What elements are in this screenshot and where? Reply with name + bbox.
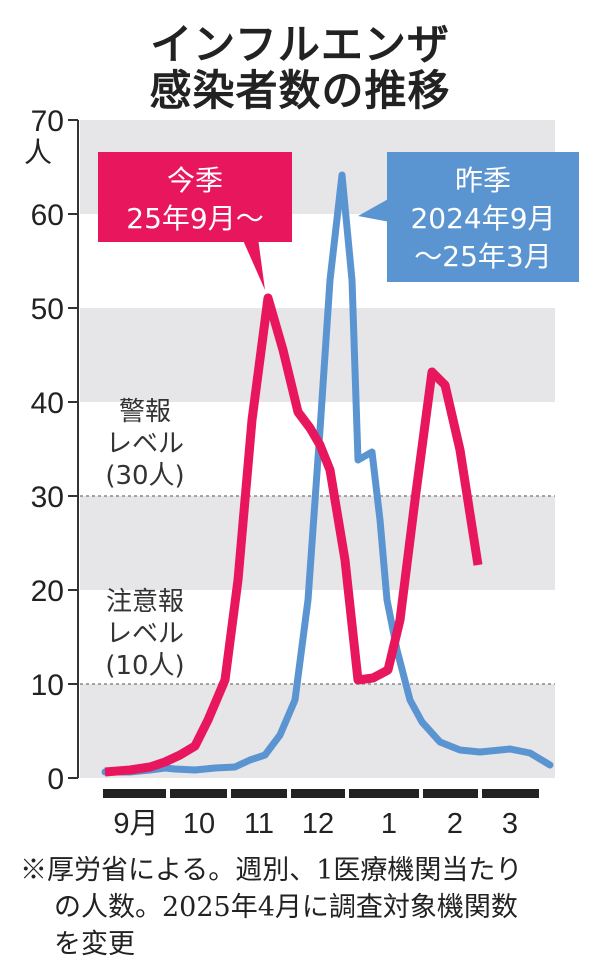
y-tick-20: 20 [31, 575, 64, 608]
caution-threshold-label: 注意報 レベル (10人) [105, 587, 184, 681]
y-tick-10: 10 [31, 669, 64, 702]
svg-text:25年9月〜: 25年9月〜 [126, 202, 263, 235]
warning-threshold-label: 警報 レベル (30人) [105, 397, 184, 491]
x-label-sep: 9月 [113, 808, 158, 840]
y-tick-0: 0 [47, 763, 64, 796]
svg-text:警報: 警報 [119, 397, 171, 427]
x-label-nov: 11 [244, 808, 274, 840]
svg-text:レベル: レベル [106, 619, 184, 649]
footnote: ※厚労省による。週別、1医療機関当たり の人数。2025年4月に調査対象機関数 … [20, 852, 590, 963]
y-tick-40: 40 [31, 387, 64, 420]
svg-text:(10人): (10人) [105, 651, 184, 681]
footnote-line2: の人数。2025年4月に調査対象機関数 [54, 892, 518, 923]
y-tick-70: 70 [31, 105, 64, 138]
svg-text:(30人): (30人) [105, 461, 184, 491]
chart-title-line2: 感染者数の推移 [149, 66, 451, 115]
y-tick-60: 60 [31, 199, 64, 232]
footnote-line3: を変更 [54, 929, 135, 960]
x-label-feb: 2 [447, 808, 463, 840]
x-axis-labels: 9月 10 11 12 1 2 3 [113, 808, 518, 840]
x-axis-month-bars [103, 789, 539, 798]
background-bands [80, 120, 555, 778]
x-label-jan: 1 [381, 808, 397, 840]
y-axis [68, 119, 79, 779]
y-tick-50: 50 [31, 293, 64, 326]
svg-text:レベル: レベル [106, 429, 184, 459]
last-season-line [101, 171, 554, 776]
current-season-line [104, 293, 483, 777]
y-tick-30: 30 [31, 481, 64, 514]
svg-text:今季: 今季 [167, 164, 223, 197]
svg-text:注意報: 注意報 [106, 587, 184, 617]
chart-title-line1: インフルエンザ [150, 20, 450, 69]
x-label-oct: 10 [183, 808, 215, 840]
svg-text:〜25年3月: 〜25年3月 [414, 240, 551, 273]
y-axis-unit: 人 [24, 136, 52, 169]
x-label-dec: 12 [302, 808, 334, 840]
line-chart: 70 60 50 40 30 20 10 0 人 警報 レベル (30人) 注意… [24, 105, 579, 840]
last-season-legend: 昨季 2024年9月 〜25年3月 [358, 152, 579, 282]
current-season-legend: 今季 25年9月〜 [98, 152, 292, 290]
y-tick-labels: 70 60 50 40 30 20 10 0 [31, 105, 64, 796]
svg-text:2024年9月: 2024年9月 [410, 202, 555, 235]
x-label-mar: 3 [502, 808, 518, 840]
footnote-line1: ※厚労省による。週別、1医療機関当たり [20, 855, 523, 886]
svg-text:昨季: 昨季 [455, 164, 511, 197]
